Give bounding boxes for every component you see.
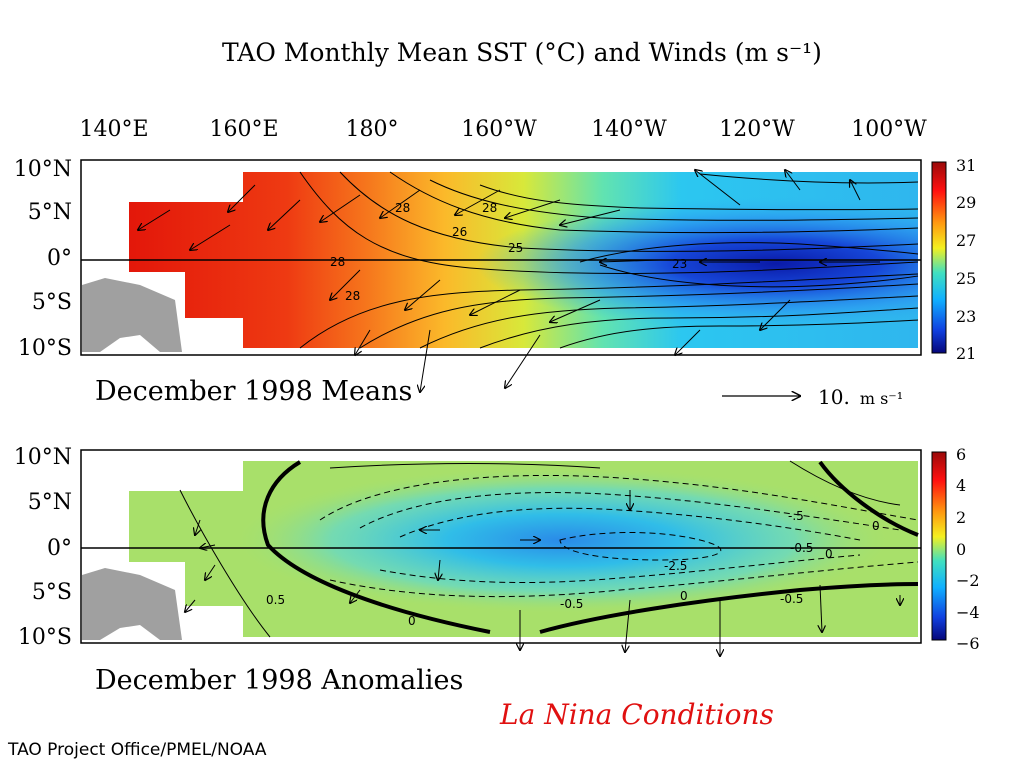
means-colorbar-tick: 21	[956, 344, 977, 363]
anomaly-zero-contour	[261, 460, 919, 634]
anomaly-dashed-contours	[319, 474, 919, 598]
means-colorbar-tick: 23	[956, 307, 977, 326]
reference-vector-label: 10. m s⁻¹	[818, 385, 903, 409]
means-contour-label: 25	[508, 241, 523, 255]
anomaly-colorbar-tick: −4	[956, 603, 980, 622]
lat-label: 5°N	[27, 490, 72, 515]
anomaly-colorbar-tick: 2	[956, 508, 967, 527]
lat-label: 10°S	[17, 625, 72, 650]
anomaly-cold-region	[129, 461, 918, 637]
anomaly-contour-label: -.5	[788, 509, 804, 523]
lat-label: 5°S	[31, 580, 72, 605]
means-contours	[299, 171, 919, 349]
lat-label: 5°N	[27, 200, 72, 225]
lat-label: 10°N	[13, 157, 72, 182]
means-colorbar	[931, 161, 947, 354]
lat-label: 10°S	[17, 336, 72, 361]
means-contour-label: 28	[395, 201, 410, 215]
anomaly-contour-label: 0	[408, 614, 416, 628]
credit-text: TAO Project Office/PMEL/NOAA	[8, 740, 267, 760]
means-wind-vectors	[138, 170, 880, 392]
lat-label: 0°	[47, 246, 72, 271]
lat-label: 0°	[47, 536, 72, 561]
anomaly-caption: December 1998 Anomalies	[95, 665, 464, 696]
means-contour-label: 28	[482, 201, 497, 215]
reference-vector-value: 10.	[818, 385, 850, 409]
reference-vector-unit: m s⁻¹	[859, 389, 904, 408]
anomaly-contour-label: -0.5	[780, 592, 803, 606]
lon-label: 100°W	[851, 117, 927, 142]
means-caption: December 1998 Means	[95, 376, 413, 407]
anomaly-colorbar-tick: 0	[956, 540, 967, 559]
new-guinea-land	[82, 278, 182, 352]
anomaly-colorbar-tick: 6	[956, 445, 967, 464]
anomaly-contour-label: 0.5	[266, 593, 285, 607]
anomaly-contour-label: -2.5	[664, 559, 687, 573]
anomaly-colorbar-tick: 4	[956, 476, 967, 495]
means-contour-label: 23	[672, 257, 687, 271]
anomaly-contour-label: -0.5	[790, 541, 813, 555]
means-contour-label: 26	[452, 225, 467, 239]
anomaly-colorbar	[931, 451, 947, 641]
lon-label: 140°W	[591, 117, 667, 142]
anomaly-contour-labels: 0 -0.5 0 -.5 -2.5 -0.5 0 -0.5 0.5 0	[266, 509, 880, 628]
lon-label: 160°E	[209, 117, 279, 142]
lat-label: 5°S	[31, 290, 72, 315]
anomaly-colorbar-tick: −6	[956, 634, 980, 653]
new-guinea-land-anomaly	[82, 568, 182, 640]
anomaly-contour-label: 0	[680, 589, 688, 603]
means-colorbar-tick: 31	[956, 156, 977, 175]
means-colorbar-tick: 25	[956, 269, 977, 288]
anomaly-contour-label: 0	[825, 547, 833, 561]
means-colorbar-tick: 27	[956, 231, 977, 250]
anomaly-colorbar-tick: −2	[956, 571, 980, 590]
lat-label: 10°N	[13, 445, 72, 470]
la-nina-label: La Nina Conditions	[500, 698, 774, 731]
lon-label: 140°E	[79, 117, 149, 142]
lon-label: 180°	[345, 117, 399, 142]
lon-label: 160°W	[461, 117, 537, 142]
means-contour-labels: 28 28 28 26 25 23 28	[330, 201, 687, 303]
anomaly-wind-vectors	[185, 490, 900, 656]
means-contour-label: 28	[330, 255, 345, 269]
anomaly-contour-label: 0	[872, 519, 880, 533]
means-colorbar-tick: 29	[956, 193, 977, 212]
means-contour-label: 28	[345, 289, 360, 303]
anomaly-contour-label: -0.5	[560, 597, 583, 611]
lon-label: 120°W	[719, 117, 795, 142]
figure-title: TAO Monthly Mean SST (°C) and Winds (m s…	[222, 38, 822, 67]
